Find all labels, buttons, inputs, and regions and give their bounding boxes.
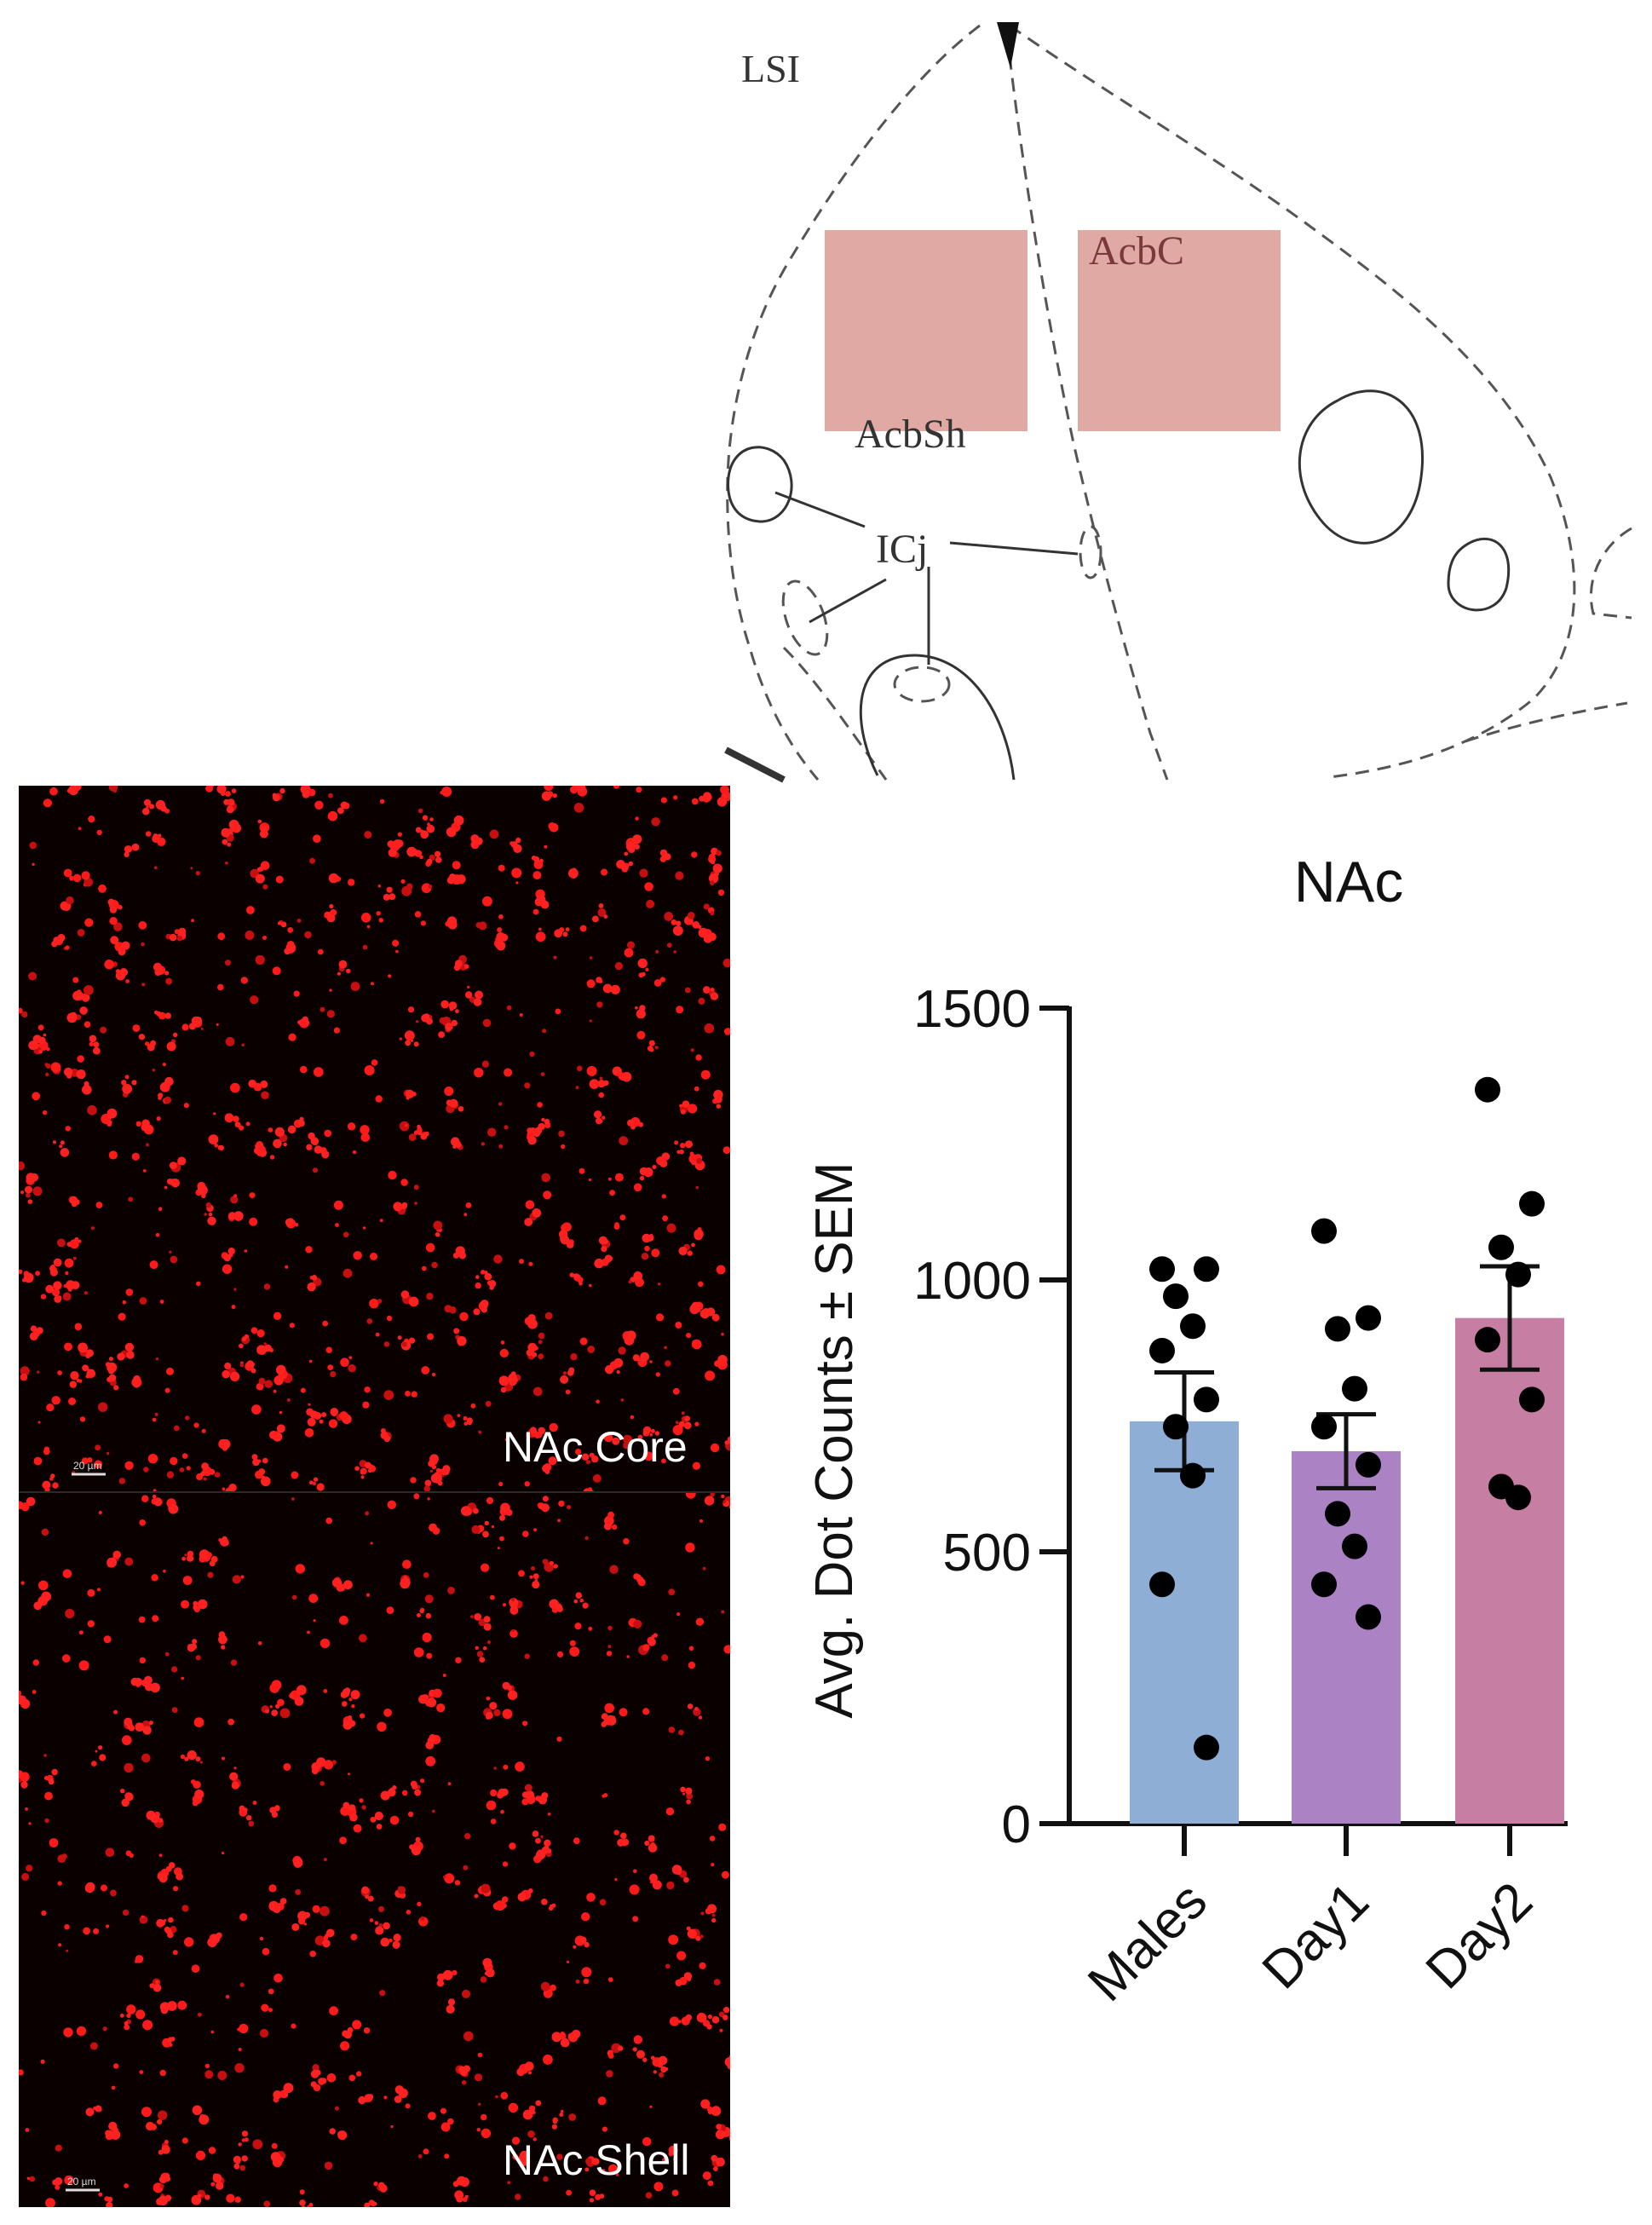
- chart-title: NAc: [1294, 850, 1403, 914]
- icj-pointer-1: [774, 491, 866, 528]
- atlas-lower-curve-2: [1465, 701, 1628, 743]
- data-point: [1488, 1234, 1514, 1260]
- data-point: [1519, 1190, 1545, 1217]
- data-point: [1325, 1316, 1350, 1342]
- acbsh-highlight-box: [825, 230, 1027, 431]
- atlas-islet-3: [1079, 525, 1102, 579]
- icj-pointer-2: [949, 541, 1079, 556]
- data-point: [1342, 1375, 1367, 1402]
- data-point: [1519, 1386, 1545, 1413]
- micrograph-core-puncta: [19, 786, 730, 1491]
- atlas-bold-edge: [724, 746, 786, 783]
- data-point: [1505, 1261, 1531, 1288]
- x-tick-label: Males: [1077, 1871, 1218, 2013]
- data-point: [1194, 1256, 1219, 1283]
- micrograph-core: 20 µm NAc Core: [19, 786, 730, 1491]
- bar-males: [1130, 1421, 1239, 1824]
- data-point: [1342, 1533, 1367, 1559]
- atlas-islet-2: [893, 666, 951, 703]
- data-point: [1149, 1337, 1175, 1363]
- y-tick-label: 0: [1002, 1796, 1031, 1854]
- atlas-ventricle-tip: [997, 22, 1019, 68]
- atlas-lower-curve: [782, 646, 888, 781]
- atlas-small-circle: [1447, 537, 1511, 612]
- atlas-label-icj: ICj: [876, 527, 928, 572]
- data-point: [1194, 1734, 1219, 1761]
- scale-bar-label: 20 µm: [67, 2176, 96, 2188]
- nac-bar-chart: NAc Avg. Dot Counts ± SEM 0 500 1000 1500 Ma…: [805, 850, 1568, 2013]
- data-point: [1163, 1414, 1189, 1440]
- micrograph-panel: 20 µm NAc Core 20 µm NAc Shell: [19, 786, 730, 2207]
- micrograph-shell: 20 µm NAc Shell: [19, 1493, 730, 2207]
- atlas-lower-structure: [859, 654, 1016, 781]
- micrograph-divider: [19, 1491, 730, 1493]
- data-point: [1475, 1076, 1500, 1103]
- atlas-label-lsi: LSI: [741, 47, 800, 90]
- micrograph-shell-label: NAc Shell: [503, 2136, 690, 2184]
- data-point: [1475, 1327, 1500, 1353]
- data-point: [1311, 1218, 1337, 1244]
- data-point: [1163, 1283, 1189, 1310]
- data-point: [1149, 1256, 1175, 1283]
- data-point: [1505, 1484, 1531, 1511]
- y-tick-label: 1000: [913, 1252, 1031, 1311]
- atlas-right-curve: [1589, 527, 1632, 620]
- atlas-label-acbsh: AcbSh: [855, 412, 966, 457]
- atlas-solid-circle-left: [727, 446, 793, 523]
- atlas-outline-left: [726, 24, 981, 781]
- x-tick-label: Day1: [1252, 1871, 1380, 2000]
- data-point: [1311, 1414, 1337, 1440]
- data-point: [1356, 1305, 1381, 1331]
- data-point: [1194, 1386, 1219, 1413]
- y-tick-label: 500: [943, 1524, 1031, 1582]
- scale-bar-label: 20 µm: [73, 1460, 102, 1472]
- brain-atlas-diagram: LSI AcbC AcbSh ICj: [724, 22, 1632, 783]
- data-point: [1149, 1571, 1175, 1598]
- bar-day2: [1455, 1317, 1564, 1824]
- atlas-islet-1: [781, 579, 829, 656]
- data-point: [1325, 1501, 1350, 1527]
- atlas-label-acbc: AcbC: [1089, 228, 1184, 274]
- icj-pointer-3: [809, 578, 887, 624]
- y-tick-label: 1500: [913, 980, 1031, 1039]
- data-point: [1311, 1571, 1337, 1598]
- atlas-outline-right: [1009, 24, 1576, 779]
- micrograph-shell-puncta: [19, 1493, 730, 2207]
- x-tick-label: Day2: [1415, 1871, 1544, 2000]
- atlas-midline: [1005, 33, 1169, 781]
- acbc-highlight-box: [1078, 230, 1281, 431]
- atlas-anterior-commissure: [1298, 389, 1424, 545]
- data-point: [1180, 1462, 1206, 1489]
- y-axis-label: Avg. Dot Counts ± SEM: [805, 1161, 864, 1718]
- data-point: [1356, 1451, 1381, 1478]
- data-point: [1180, 1313, 1206, 1340]
- micrograph-core-label: NAc Core: [503, 1423, 688, 1471]
- data-point: [1356, 1604, 1381, 1630]
